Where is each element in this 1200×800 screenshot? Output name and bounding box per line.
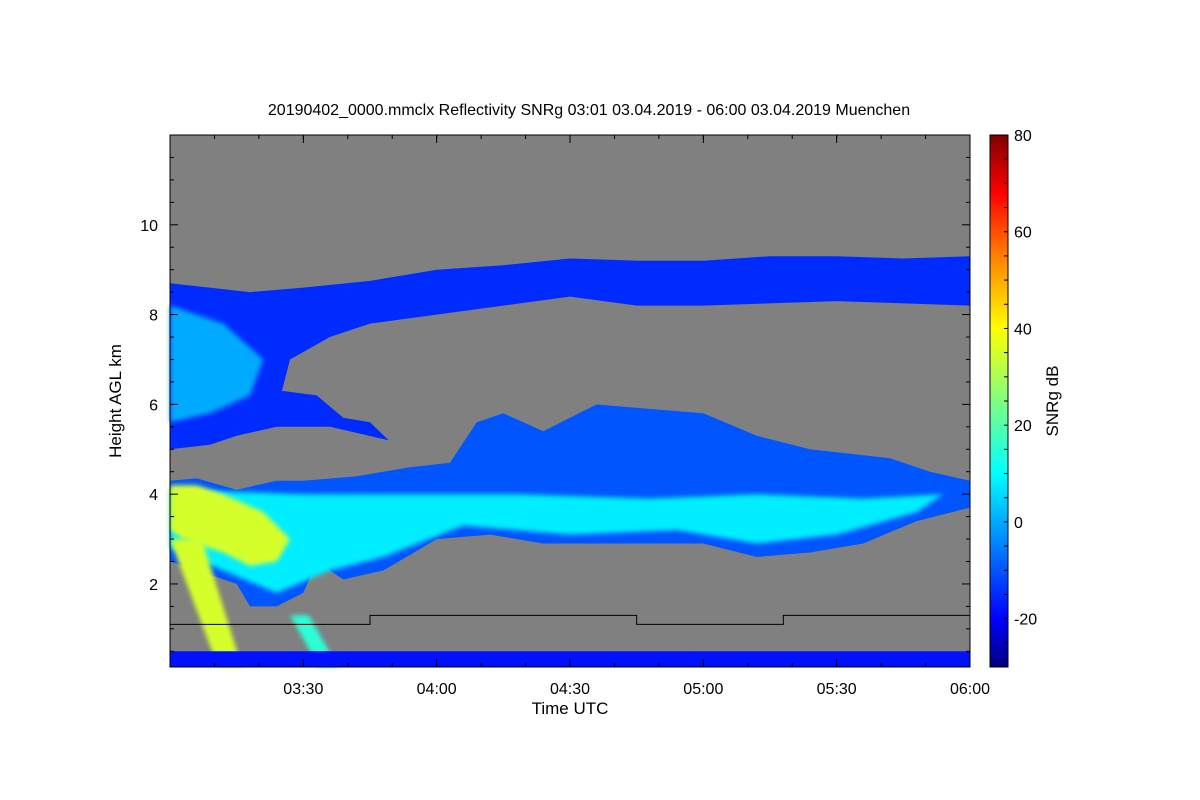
x-tick-label: 05:30 — [817, 681, 857, 698]
yellow-core — [170, 485, 290, 566]
colorbar-label: SNRg dB — [1043, 366, 1062, 437]
y-axis-label: Height AGL km — [106, 344, 125, 458]
y-tick-label: 6 — [149, 397, 158, 414]
x-tick-label: 03:30 — [283, 681, 323, 698]
y-tick-label: 2 — [149, 577, 158, 594]
colorbar-tick-label: -20 — [1014, 612, 1037, 629]
y-tick-label: 10 — [140, 218, 158, 235]
colorbar-tick-label: 40 — [1014, 321, 1032, 338]
colorbar-tick-label: 20 — [1014, 418, 1032, 435]
y-tick-label: 8 — [149, 308, 158, 325]
mid-layer-core — [170, 489, 944, 593]
axes: 03:30 04:00 04:30 05:00 05:30 06:00 2 4 6 8 10 — [140, 134, 990, 698]
y-tick-label: 4 — [149, 487, 158, 504]
upper-left-core — [170, 305, 264, 423]
x-tick-label: 04:00 — [417, 681, 457, 698]
colorbar-ticks: -20 0 20 40 60 80 — [1004, 128, 1037, 668]
x-tick-label: 06:00 — [950, 681, 990, 698]
upper-cirrus-layer — [170, 256, 970, 450]
chart-title: 20190402_0000.mmclx Reflectivity SNRg 03… — [268, 102, 910, 119]
x-tick-label: 04:30 — [550, 681, 590, 698]
colorbar-tick-label: 60 — [1014, 225, 1032, 242]
x-axis-label: Time UTC — [532, 699, 609, 718]
fall-streak-1 — [170, 539, 242, 667]
cloud-base-line — [170, 614, 970, 625]
plot-area — [170, 135, 970, 667]
colorbar-tick-label: 0 — [1014, 515, 1023, 532]
x-tick-label: 05:00 — [683, 681, 723, 698]
colorbar-tick-label: 80 — [1014, 128, 1032, 145]
